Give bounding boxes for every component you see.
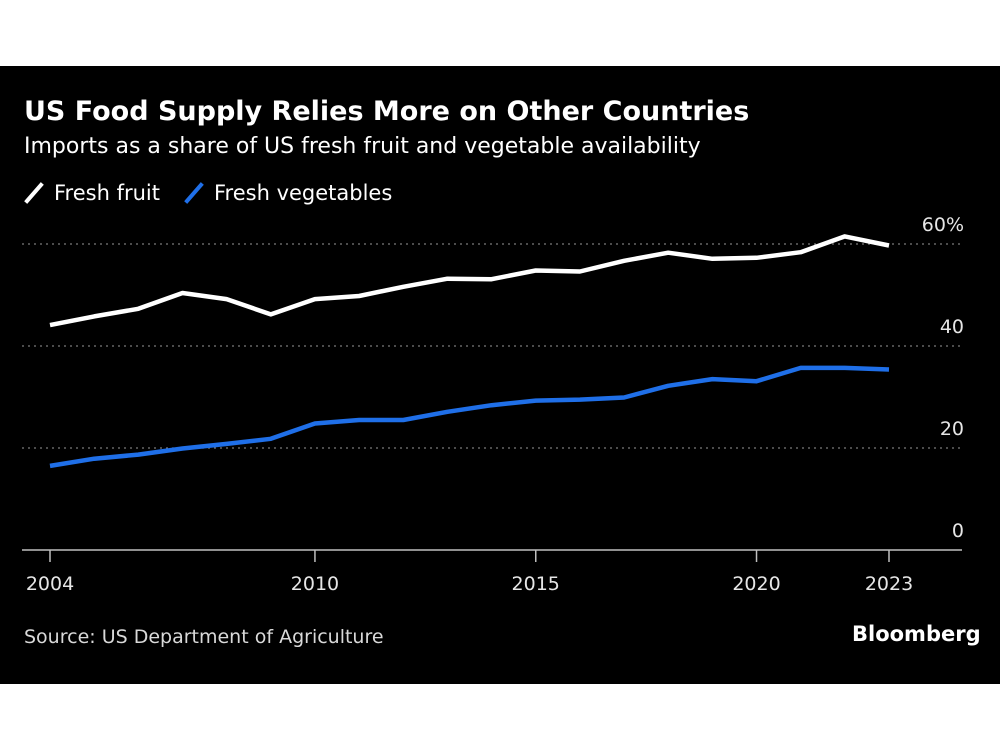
legend-item-fresh-fruit: Fresh fruit — [24, 180, 160, 206]
x-tick-label-2020: 2020 — [732, 573, 780, 595]
y-tick-label-60: 60% — [922, 214, 964, 236]
legend-fresh-fruit-swatch-icon — [24, 182, 44, 204]
line-chart: 0 20 40 60% 2004 2010 2015 2020 2023 — [22, 214, 964, 595]
x-tick-label-2010: 2010 — [291, 573, 339, 595]
series-line-fresh-vegetables — [49, 365, 890, 469]
x-tick-label-2015: 2015 — [512, 573, 560, 595]
chart-title: US Food Supply Relies More on Other Coun… — [24, 96, 750, 127]
legend-label-fresh-vegetables: Fresh vegetables — [214, 181, 393, 205]
chart-panel: US Food Supply Relies More on Other Coun… — [0, 66, 1000, 684]
y-tick-label-20: 20 — [940, 418, 964, 440]
x-tick-label-2004: 2004 — [26, 573, 74, 595]
y-tick-label-0: 0 — [952, 520, 964, 542]
legend-label-fresh-fruit: Fresh fruit — [54, 181, 160, 205]
source-note: Source: US Department of Agriculture — [24, 626, 384, 648]
x-tick-label-2023: 2023 — [865, 573, 913, 595]
bloomberg-logo: Bloomberg — [852, 622, 981, 646]
legend-item-fresh-vegetables: Fresh vegetables — [184, 180, 392, 206]
legend-fresh-vegetables-swatch-icon — [184, 182, 204, 204]
series-line-fresh-fruit — [49, 234, 890, 328]
chart-subtitle: Imports as a share of US fresh fruit and… — [24, 134, 701, 159]
y-tick-label-40: 40 — [940, 316, 964, 338]
